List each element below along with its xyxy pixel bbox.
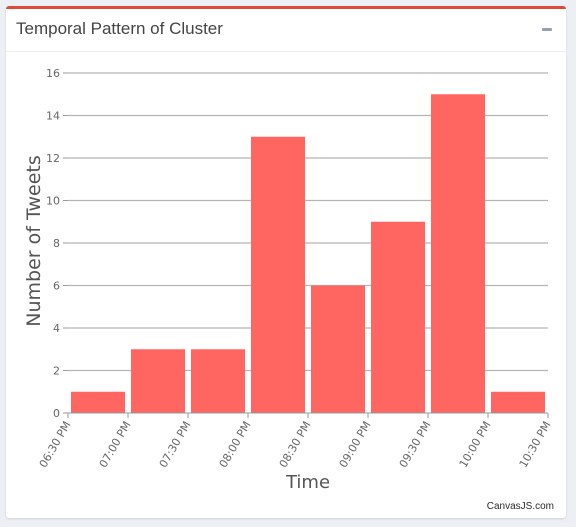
y-tick-label: 14: [46, 110, 60, 123]
minus-icon: [542, 28, 552, 31]
x-tick-label: 08:30 PM: [277, 419, 314, 470]
bar[interactable]: [191, 349, 245, 413]
panel-title: Temporal Pattern of Cluster: [16, 19, 223, 38]
y-tick-label: 4: [53, 322, 60, 335]
x-tick-label: 07:30 PM: [157, 419, 194, 470]
y-tick-label: 8: [53, 237, 60, 250]
bar[interactable]: [311, 285, 365, 414]
x-tick-label: 08:00 PM: [217, 419, 254, 470]
chart-panel: Temporal Pattern of Cluster 0 2 4 6 8 10 12 14 1…: [6, 6, 566, 518]
y-tick-label: 10: [46, 195, 60, 208]
bar[interactable]: [371, 221, 425, 413]
bar-chart: 0 2 4 6 8 10 12 14 16 06:30 PM 07:00 PM 07:30 PM 08:…: [23, 67, 554, 493]
y-tick-label: 6: [53, 280, 60, 293]
y-tick-label: 2: [53, 365, 60, 378]
bar[interactable]: [431, 94, 485, 413]
y-tick-label: 0: [53, 407, 60, 420]
bar[interactable]: [131, 349, 185, 413]
x-tick-label: 09:00 PM: [337, 419, 374, 470]
x-tick-label: 06:30 PM: [37, 419, 74, 470]
bar[interactable]: [71, 391, 125, 413]
bar[interactable]: [251, 136, 305, 413]
x-tick-label: 09:30 PM: [397, 419, 434, 470]
chart-credit: CanvasJS.com: [486, 501, 554, 512]
x-axis-title: Time: [285, 472, 330, 493]
x-tick-label: 10:00 PM: [457, 419, 494, 470]
y-axis-title: Number of Tweets: [23, 155, 45, 326]
collapse-button[interactable]: [536, 19, 558, 39]
panel-header: Temporal Pattern of Cluster: [6, 9, 566, 52]
y-tick-label: 16: [46, 67, 60, 80]
x-tick-label: 07:00 PM: [97, 419, 134, 470]
y-tick-label: 12: [46, 152, 60, 165]
bar[interactable]: [491, 391, 545, 413]
x-tick-label: 10:30 PM: [517, 419, 554, 470]
